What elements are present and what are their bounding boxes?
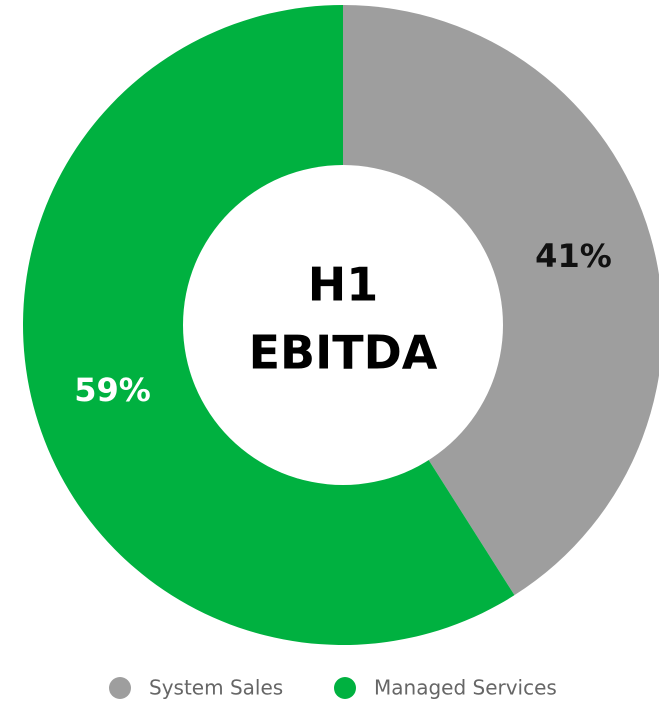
legend-label: Managed Services bbox=[374, 676, 557, 700]
value-label: 41% bbox=[535, 237, 612, 275]
donut-hole bbox=[183, 165, 503, 485]
legend-marker bbox=[109, 677, 131, 699]
legend-label: System Sales bbox=[149, 676, 283, 700]
legend-marker bbox=[334, 677, 356, 699]
value-label: 59% bbox=[74, 371, 151, 409]
center-label: H1 bbox=[308, 258, 379, 312]
center-label: EBITDA bbox=[249, 326, 438, 380]
